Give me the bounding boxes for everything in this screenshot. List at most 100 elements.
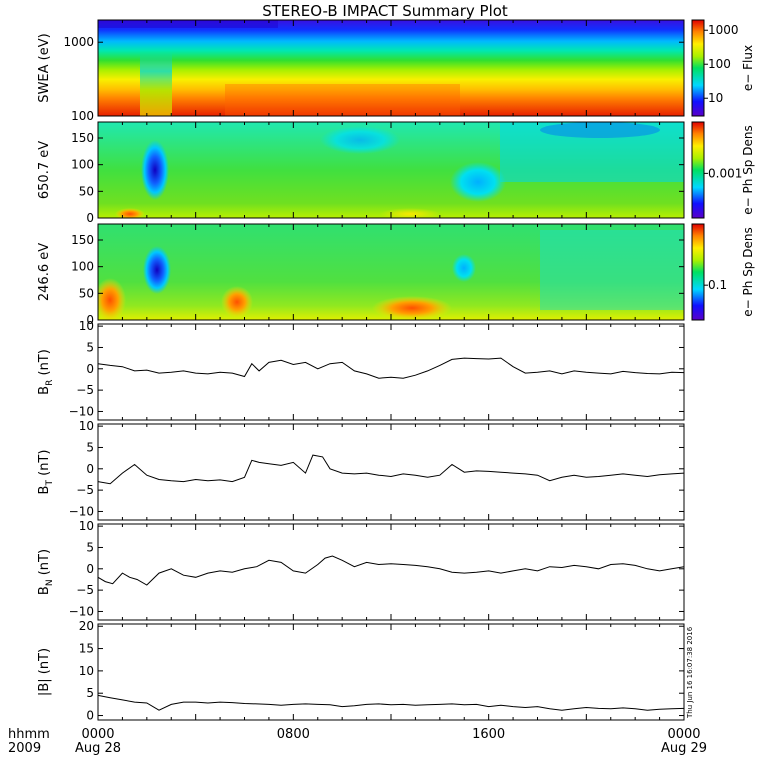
y-tick-label: 15: [79, 642, 94, 656]
y-axis-label: 246.6 eV: [37, 243, 52, 301]
colorbar-label: e− Flux: [741, 45, 755, 91]
series-line: [97, 555, 685, 586]
y-tick-label: 0: [86, 709, 94, 723]
pad-650-top-blue: [540, 122, 660, 138]
y-axis-label-sub: R: [45, 380, 55, 386]
pad-246-orange-left: [98, 278, 126, 320]
line-panel-frame: [97, 623, 685, 721]
y-tick-label: 20: [79, 619, 94, 633]
line-panel-frame: [97, 423, 685, 521]
y-tick-label: 50: [79, 184, 94, 198]
x-tick-label: 0000: [81, 727, 114, 742]
y-tick-label: −5: [76, 583, 94, 597]
psd-650-colorbar: [691, 121, 705, 219]
y-tick-label: 5: [86, 540, 94, 554]
y-axis-label-unit: (nT): [37, 549, 52, 579]
y-tick-label: 5: [86, 340, 94, 354]
colorbar-label: e− Ph Sp Dens: [741, 125, 755, 214]
y-tick-label: 0: [86, 562, 94, 576]
hhmm-label: hhmm: [8, 727, 50, 742]
y-tick-label: 1000: [63, 35, 94, 49]
y-tick-label: 0: [86, 313, 94, 327]
y-axis-label: BN (nT): [37, 549, 55, 595]
flux-colorbar: [691, 19, 705, 117]
y-axis-label-base: B: [37, 386, 52, 395]
figure-title: STEREO-B IMPACT Summary Plot: [262, 2, 508, 20]
y-axis-label: 650.7 eV: [37, 141, 52, 199]
y-axis-label: BT (nT): [37, 450, 55, 495]
y-tick-label: 5: [86, 686, 94, 700]
pad-650-cyan-right: [500, 122, 684, 182]
swea-panel: [97, 19, 685, 117]
series-line: [97, 694, 685, 711]
psd-246-colorbar: [691, 223, 705, 321]
y-tick-label: 5: [86, 440, 94, 454]
y-axis-label: BR (nT): [37, 349, 55, 395]
y-tick-label: 0: [86, 462, 94, 476]
y-tick-label: 100: [71, 109, 94, 123]
y-axis-label-sub: T: [45, 480, 55, 487]
y-axis-label-sub: N: [45, 579, 55, 586]
y-tick-label: 10: [79, 419, 94, 433]
x-tick-label: 0000: [667, 727, 700, 742]
flux-colorbar-scale: [691, 19, 705, 117]
pad-246-cyan-blob: [452, 254, 476, 282]
series-line: [97, 454, 685, 485]
swea-band-enhance: [225, 84, 460, 116]
pad-650-blue-blob: [141, 140, 169, 200]
colorbar-tick-label: 10: [708, 91, 723, 105]
pad-650-yellow-bottom: [380, 208, 440, 218]
x-tick-sublabel: Aug 28: [75, 741, 121, 756]
y-tick-label: 10: [79, 519, 94, 533]
y-tick-label: −10: [69, 604, 94, 618]
psd-246-colorbar-scale: [691, 223, 705, 321]
y-axis-label: |B| (nT): [37, 648, 52, 696]
y-tick-label: 0: [86, 362, 94, 376]
pad-650-cyan-blob2: [320, 126, 400, 154]
pad-246-panel: [97, 223, 685, 321]
x-tick-label: 0800: [277, 727, 310, 742]
x-tick-label: 1600: [472, 727, 505, 742]
colorbar-tick-label: 0.1: [708, 278, 727, 292]
magnetic-field-panels: [97, 323, 685, 721]
colorbar-label: e− Ph Sp Dens: [741, 227, 755, 316]
y-tick-label: −5: [76, 383, 94, 397]
y-tick-label: −5: [76, 483, 94, 497]
pad-246-cyan-right: [540, 230, 684, 310]
plot-timestamp: Thu Jun 16 16:07:38 2016: [686, 626, 694, 719]
pad-246-blue-blob: [143, 246, 171, 294]
y-tick-label: −10: [69, 504, 94, 518]
y-tick-label: 10: [79, 319, 94, 333]
y-axis-label-base: B: [37, 586, 52, 595]
y-axis-label: SWEA (eV): [37, 33, 52, 102]
psd-650-colorbar-scale: [691, 121, 705, 219]
y-tick-label: 150: [71, 233, 94, 247]
y-tick-label: 10: [79, 664, 94, 678]
swea-early-dip: [140, 52, 172, 116]
pad-246-orange-right: [372, 296, 452, 320]
colorbar-tick-label: 0.001: [708, 166, 742, 180]
y-tick-label: 0: [86, 211, 94, 225]
pad-650-panel: [97, 121, 685, 219]
y-tick-label: 100: [71, 260, 94, 274]
y-axis-label-unit: (nT): [37, 450, 52, 480]
line-panel-frame: [97, 523, 685, 621]
swea-top-enhance: [98, 20, 278, 28]
y-tick-label: −10: [69, 404, 94, 418]
colorbar-tick-label: 1000: [708, 23, 739, 37]
y-tick-label: 50: [79, 286, 94, 300]
y-tick-label: 150: [71, 131, 94, 145]
line-panel-frame: [97, 323, 685, 421]
y-axis-label-unit: (nT): [37, 349, 52, 379]
y-tick-label: 100: [71, 158, 94, 172]
swea-spectrogram: [98, 20, 684, 116]
pad-246-orange-mid: [221, 286, 253, 318]
x-tick-sublabel: Aug 29: [661, 741, 707, 756]
pad-650-cyan-blob: [450, 162, 506, 202]
series-line: [97, 357, 685, 379]
colorbar-tick-label: 100: [708, 57, 731, 71]
y-axis-label-base: B: [37, 486, 52, 495]
year-label: 2009: [8, 741, 41, 756]
